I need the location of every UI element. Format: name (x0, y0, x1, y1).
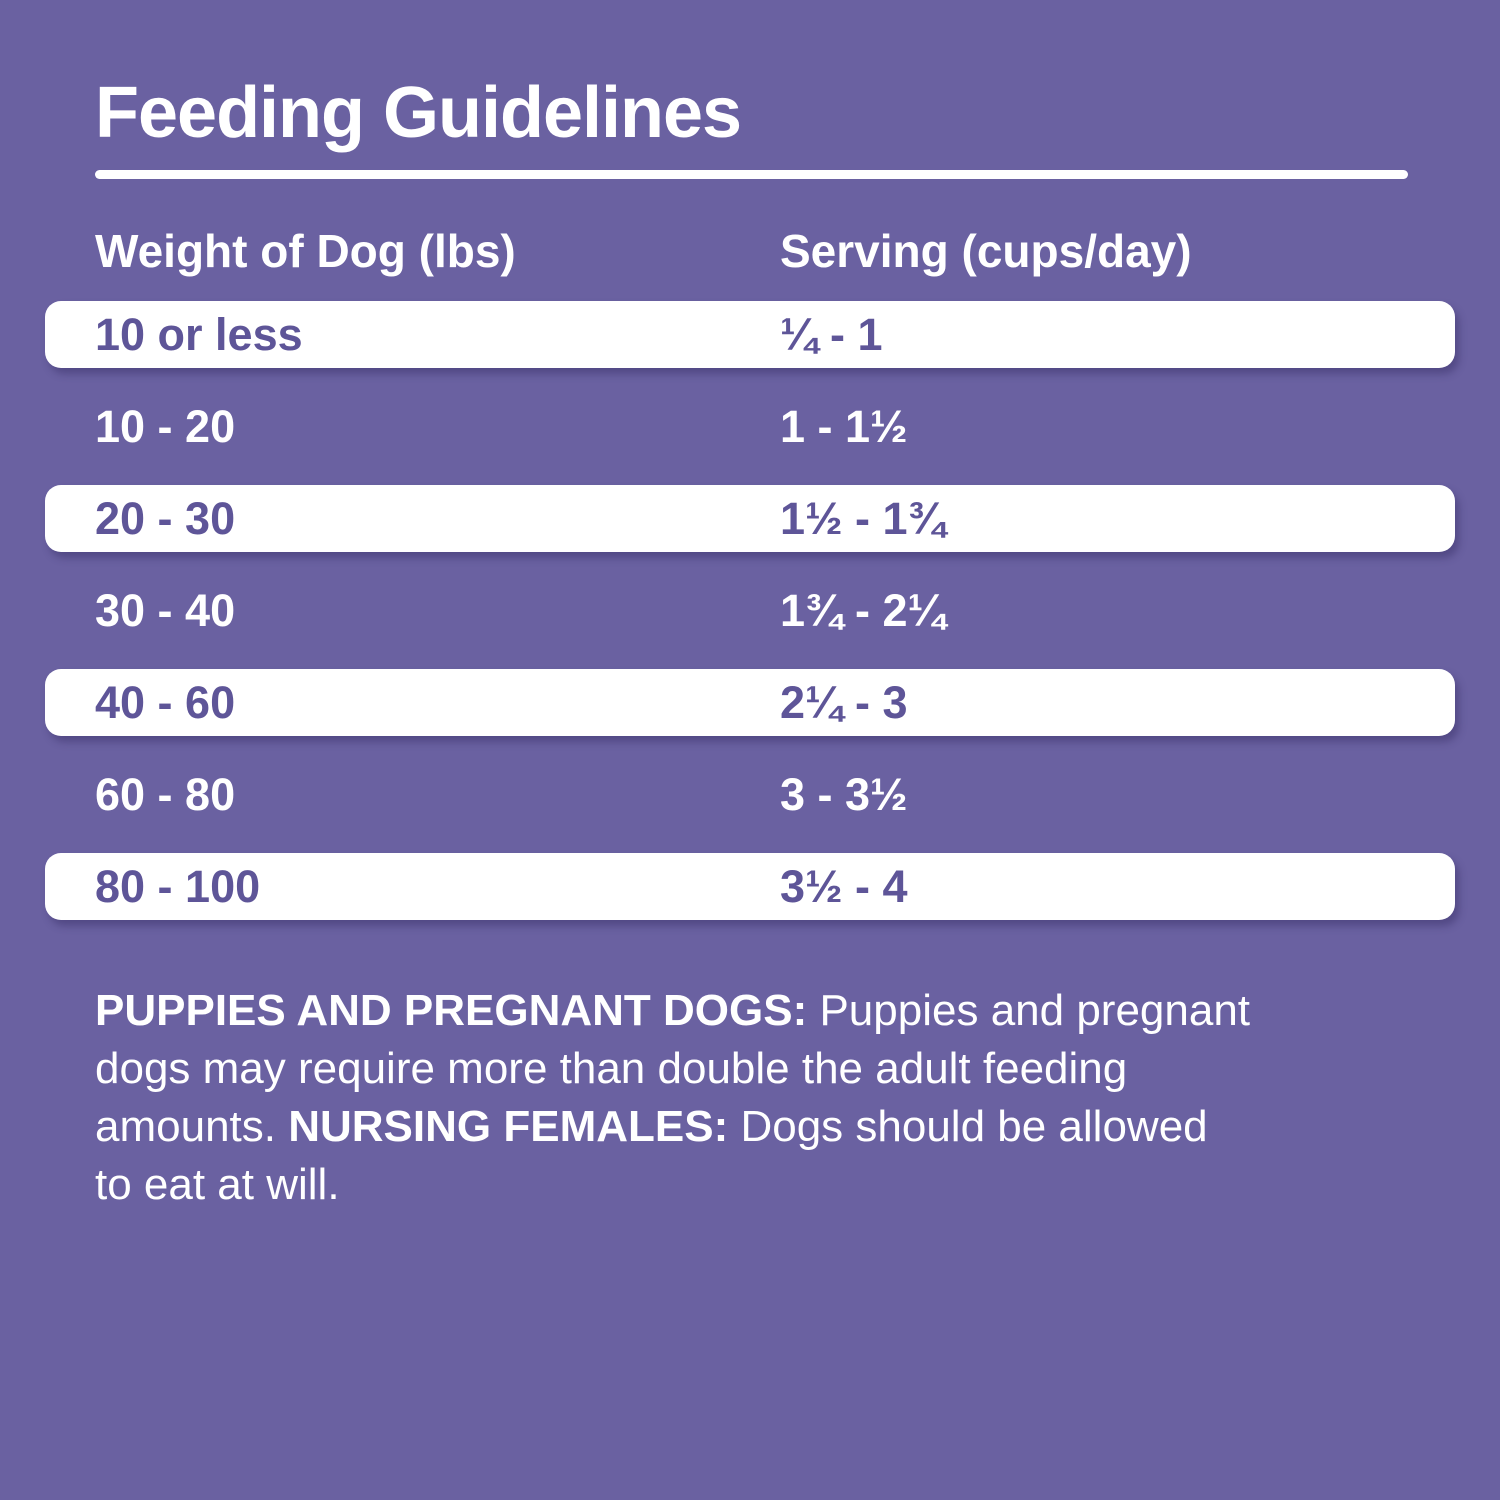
note-text: Dogs should be allowed (728, 1102, 1208, 1151)
weight-cell: 10 or less (95, 308, 303, 360)
serving-cell: 3 - 3½ (780, 768, 908, 820)
serving-cell: 1½ - 1¾ (780, 492, 946, 544)
table-row: 40 - 60 2¼ - 3 (45, 669, 1455, 736)
note-line-3: amounts. NURSING FEMALES: Dogs should be… (95, 1098, 1455, 1156)
note-text: amounts. (95, 1102, 289, 1151)
note-bold-nursing: NURSING FEMALES: (288, 1102, 729, 1151)
weight-cell: 40 - 60 (95, 676, 236, 728)
serving-cell: ¼ - 1 (780, 308, 883, 360)
weight-cell: 20 - 30 (95, 492, 236, 544)
note-line-4: to eat at will. (95, 1156, 1455, 1214)
note-text: dogs may require more than double the ad… (95, 1044, 1128, 1093)
page-title: Feeding Guidelines (95, 73, 742, 153)
serving-cell: 1¾ - 2¼ (780, 584, 946, 636)
feeding-table: 10 or less ¼ - 1 10 - 20 1 - 1½ 20 - 30 … (45, 301, 1455, 945)
weight-cell: 60 - 80 (95, 768, 236, 820)
note-line-2: dogs may require more than double the ad… (95, 1040, 1455, 1098)
weight-cell: 80 - 100 (95, 860, 261, 912)
table-header-row: Weight of Dog (lbs) Serving (cups/day) (0, 224, 1500, 277)
weight-cell: 30 - 40 (95, 584, 236, 636)
column-header-serving: Serving (cups/day) (780, 225, 1192, 277)
note-paragraph: PUPPIES AND PREGNANT DOGS: Puppies and p… (95, 982, 1455, 1214)
table-row: 60 - 80 3 - 3½ (45, 761, 1455, 828)
table-row: 10 or less ¼ - 1 (45, 301, 1455, 368)
serving-cell: 3½ - 4 (780, 860, 908, 912)
table-row: 20 - 30 1½ - 1¾ (45, 485, 1455, 552)
serving-cell: 1 - 1½ (780, 400, 908, 452)
table-row: 30 - 40 1¾ - 2¼ (45, 577, 1455, 644)
note-text: Puppies and pregnant (807, 986, 1251, 1035)
table-row: 80 - 100 3½ - 4 (45, 853, 1455, 920)
note-text: to eat at will. (95, 1160, 340, 1209)
weight-cell: 10 - 20 (95, 400, 236, 452)
note-line-1: PUPPIES AND PREGNANT DOGS: Puppies and p… (95, 982, 1455, 1040)
column-header-weight: Weight of Dog (lbs) (95, 225, 516, 277)
title-underline (95, 170, 1408, 179)
serving-cell: 2¼ - 3 (780, 676, 908, 728)
note-bold-puppies: PUPPIES AND PREGNANT DOGS: (95, 986, 808, 1035)
table-row: 10 - 20 1 - 1½ (45, 393, 1455, 460)
